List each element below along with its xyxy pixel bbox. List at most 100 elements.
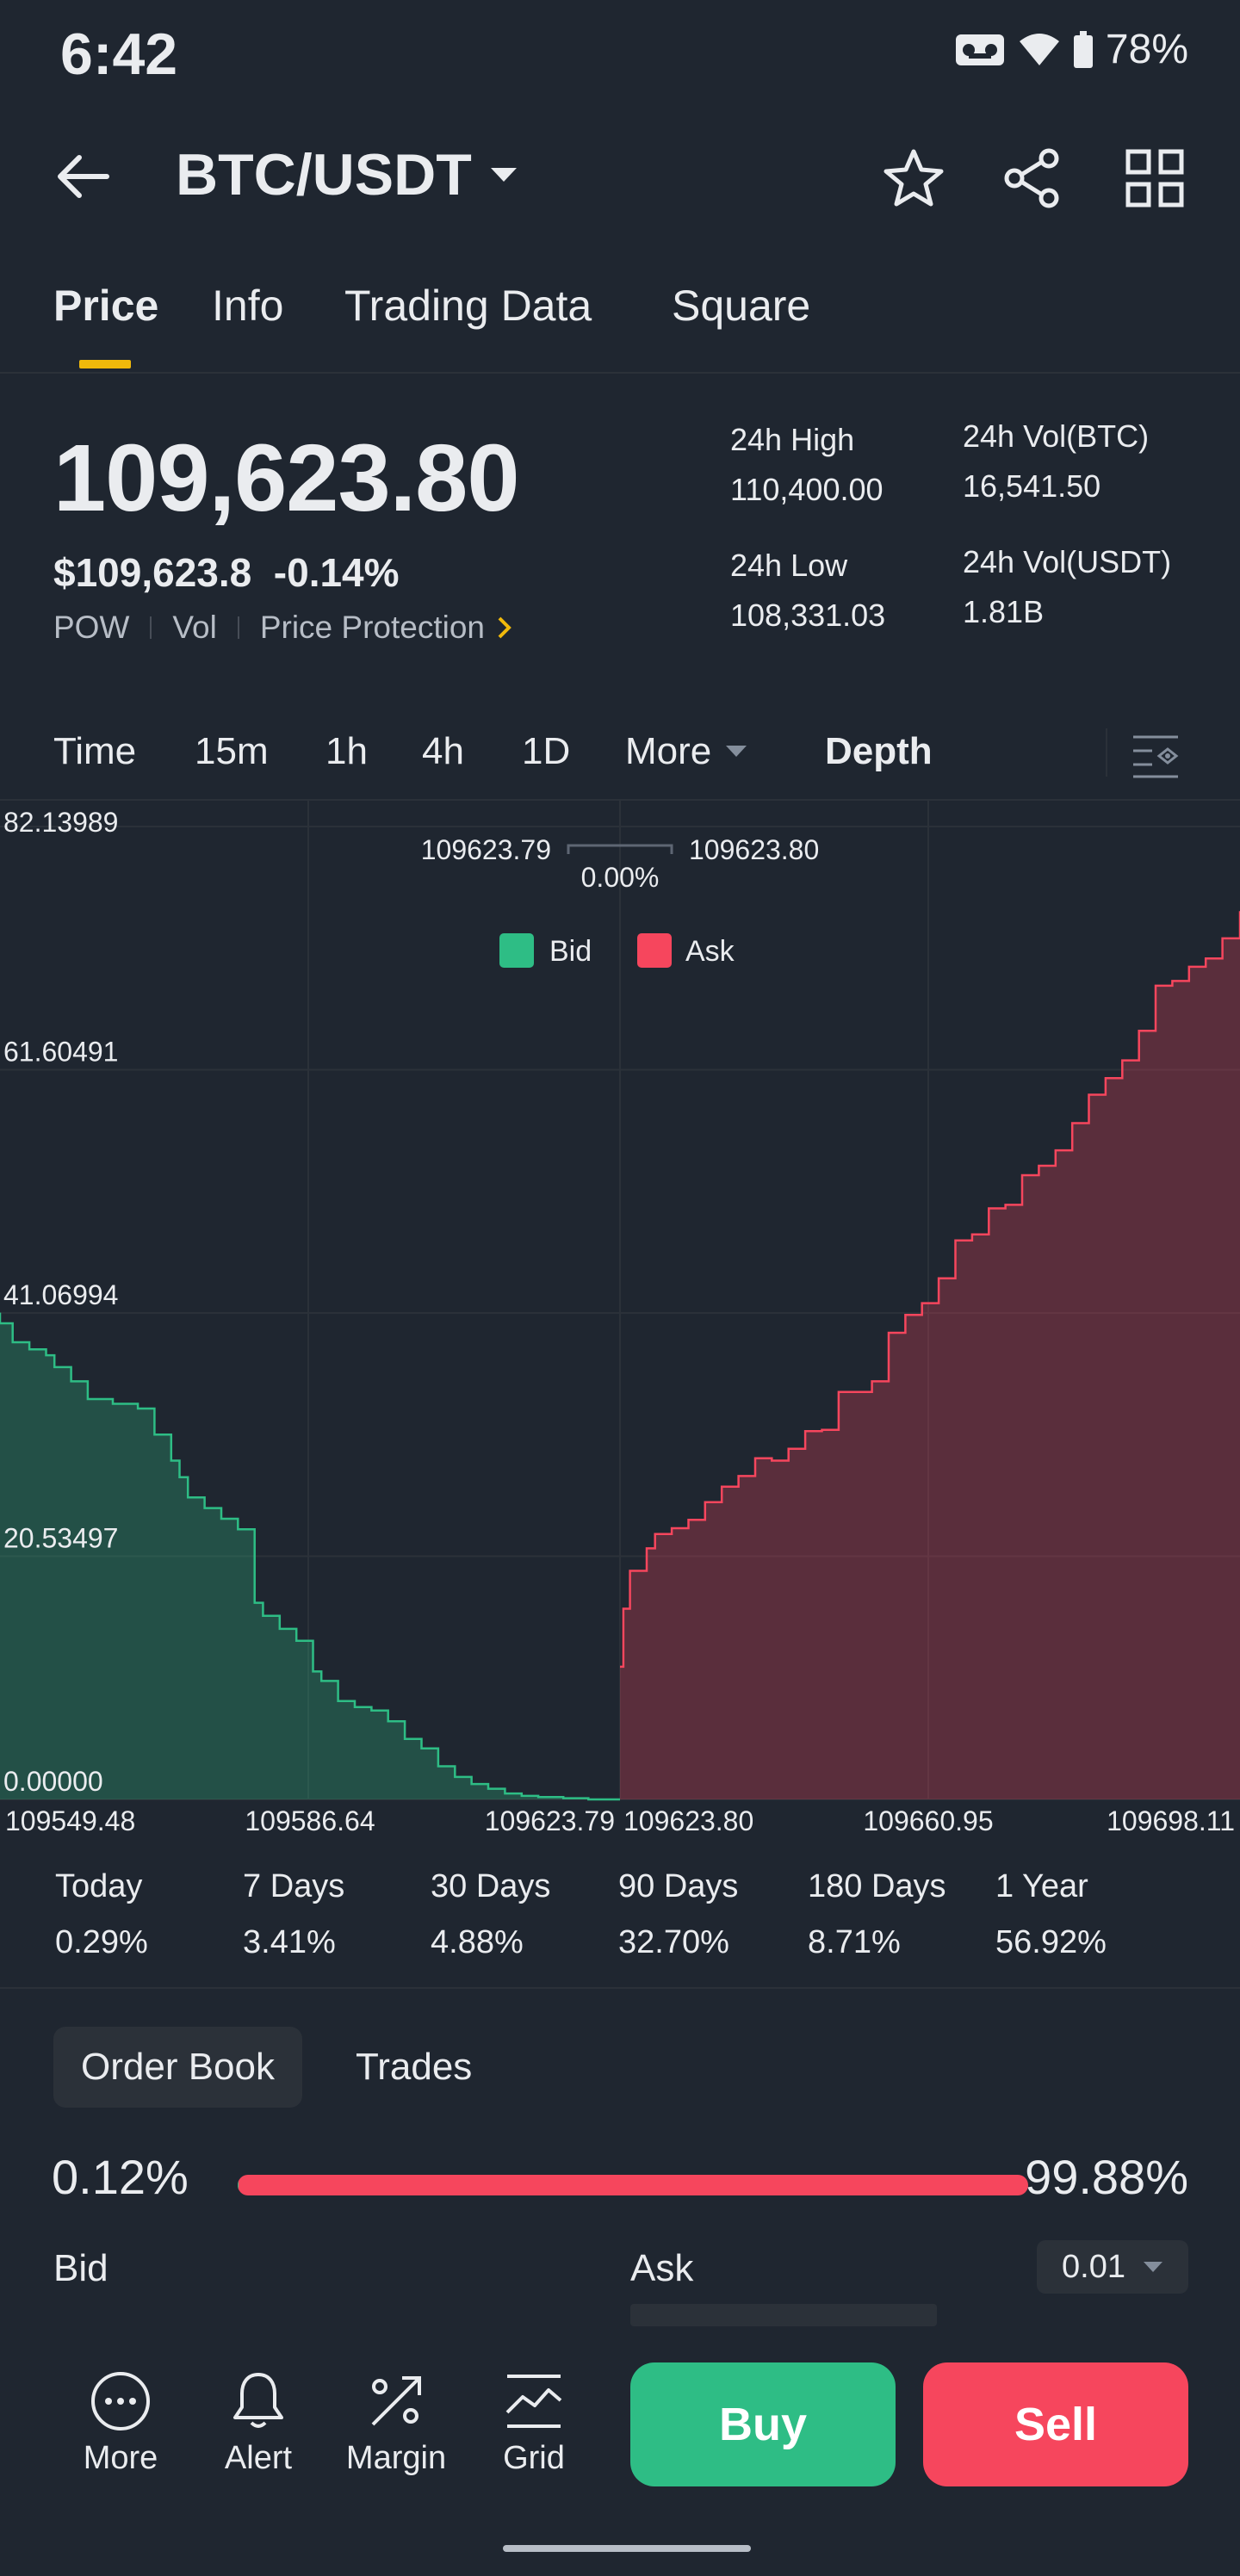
low-value: 108,331.03 bbox=[730, 598, 886, 633]
tag-price-protection[interactable]: Price Protection bbox=[260, 610, 512, 646]
low-label: 24h Low bbox=[730, 548, 848, 583]
bid-line bbox=[0, 1312, 620, 1801]
usd-price: $109,623.8 bbox=[53, 550, 252, 595]
perf-30-days: 30 Days 4.88% bbox=[431, 1868, 550, 1961]
perf-label: Today bbox=[55, 1868, 143, 1904]
perf-value: 4.88% bbox=[431, 1924, 524, 1960]
tab-price[interactable]: Price bbox=[53, 282, 159, 330]
perf-value: 32.70% bbox=[618, 1924, 729, 1960]
legend-ask-label: Ask bbox=[685, 935, 735, 968]
bid-column-header: Bid bbox=[53, 2247, 108, 2289]
perf-value: 8.71% bbox=[808, 1924, 901, 1960]
vol-btc-value: 16,541.50 bbox=[963, 468, 1101, 504]
interval-1d[interactable]: 1D bbox=[522, 730, 571, 772]
mid-ask-price: 109623.80 bbox=[689, 834, 819, 865]
perf-label: 1 Year bbox=[995, 1868, 1088, 1904]
depth-tab[interactable]: Depth bbox=[825, 730, 933, 772]
caret-down-icon bbox=[490, 168, 517, 182]
depth-chart[interactable]: 82.13989 61.60491 41.06994 20.53497 0.00000 1… bbox=[0, 801, 1240, 1834]
tab-square[interactable]: Square bbox=[672, 282, 811, 330]
active-tab-indicator bbox=[79, 360, 131, 368]
y-tick-label: 41.06994 bbox=[3, 1279, 118, 1310]
chart-settings-icon bbox=[1133, 735, 1179, 778]
status-icons: 78% bbox=[954, 26, 1188, 73]
interval-15m[interactable]: 15m bbox=[195, 730, 269, 772]
grid-apps-icon bbox=[1125, 149, 1184, 207]
sell-button[interactable]: Sell bbox=[923, 2362, 1188, 2486]
x-tick-label: 109623.79 bbox=[485, 1805, 615, 1834]
spread-percent: 0.00% bbox=[581, 862, 660, 893]
share-button[interactable] bbox=[1001, 146, 1064, 210]
interval-1h[interactable]: 1h bbox=[326, 730, 368, 772]
grid-button[interactable]: Grid bbox=[474, 2368, 594, 2477]
bid-percent: 0.12% bbox=[52, 2150, 189, 2204]
interval-time[interactable]: Time bbox=[53, 730, 137, 772]
more-dots-icon bbox=[91, 2372, 150, 2430]
usd-price-change: $109,623.8 -0.14% bbox=[53, 549, 400, 596]
perf-label: 180 Days bbox=[808, 1868, 946, 1904]
perf-7-days: 7 Days 3.41% bbox=[243, 1868, 344, 1961]
legend-bid-label: Bid bbox=[549, 935, 592, 968]
last-price: 109,623.80 bbox=[53, 425, 520, 531]
apps-button[interactable] bbox=[1123, 146, 1187, 210]
vol-usdt-value: 1.81B bbox=[963, 594, 1045, 629]
perf-today: Today 0.29% bbox=[55, 1868, 148, 1961]
high-value: 110,400.00 bbox=[730, 472, 884, 507]
tab-trading-data[interactable]: Trading Data bbox=[344, 282, 592, 330]
margin-button[interactable]: Margin bbox=[336, 2368, 456, 2477]
order-book-tabs: Order Book Trades bbox=[53, 2027, 499, 2108]
tab-order-book[interactable]: Order Book bbox=[53, 2027, 302, 2108]
interval-4h[interactable]: 4h bbox=[422, 730, 464, 772]
wifi-icon bbox=[1019, 33, 1059, 65]
chart-settings-button[interactable] bbox=[1130, 727, 1183, 784]
mid-bid-price: 109623.79 bbox=[421, 834, 551, 865]
voicemail-icon bbox=[955, 34, 1004, 65]
tag-pow[interactable]: POW bbox=[53, 610, 130, 645]
bid-ask-ratio: 0.12% 99.88% bbox=[52, 2144, 1188, 2213]
favorite-button[interactable] bbox=[882, 146, 946, 210]
caret-down-icon bbox=[726, 746, 747, 757]
perf-label: 90 Days bbox=[618, 1868, 739, 1904]
arrow-left-icon bbox=[58, 155, 109, 198]
x-tick-label: 109623.80 bbox=[623, 1805, 753, 1834]
grid-bot-icon bbox=[505, 2375, 562, 2428]
margin-label: Margin bbox=[345, 2440, 447, 2476]
legend-bid-swatch bbox=[499, 933, 534, 968]
back-button[interactable] bbox=[53, 146, 114, 207]
share-icon bbox=[1004, 148, 1059, 208]
perf-90-days: 90 Days 32.70% bbox=[618, 1868, 738, 1961]
depth-chart-svg: 82.13989 61.60491 41.06994 20.53497 0.00000 1… bbox=[0, 801, 1240, 1834]
interval-more-label: More bbox=[625, 730, 712, 772]
pair-title: BTC/USDT bbox=[176, 142, 472, 207]
tab-trades[interactable]: Trades bbox=[355, 2046, 473, 2088]
ask-area bbox=[620, 911, 1240, 1799]
more-button[interactable]: More bbox=[60, 2368, 181, 2477]
y-tick-label: 0.00000 bbox=[3, 1766, 103, 1797]
more-label: More bbox=[83, 2440, 158, 2476]
alert-button[interactable]: Alert bbox=[198, 2368, 319, 2477]
interval-more[interactable]: More bbox=[625, 730, 747, 773]
tab-info[interactable]: Info bbox=[212, 282, 284, 330]
loading-placeholder bbox=[630, 2304, 937, 2326]
vol-btc-label: 24h Vol(BTC) bbox=[963, 418, 1150, 454]
bid-area bbox=[0, 1312, 620, 1799]
tag-vol[interactable]: Vol bbox=[172, 610, 217, 645]
ratio-bar bbox=[238, 2175, 1028, 2195]
battery-icon bbox=[1073, 30, 1093, 68]
grid-label: Grid bbox=[503, 2440, 565, 2476]
pair-selector[interactable]: BTC/USDT bbox=[176, 141, 518, 208]
precision-select[interactable]: 0.01 bbox=[1037, 2240, 1188, 2294]
spread-bracket bbox=[567, 844, 673, 854]
ask-line bbox=[620, 911, 1240, 1669]
alert-label: Alert bbox=[224, 2440, 293, 2476]
tag-row: POW Vol Price Protection bbox=[53, 610, 512, 646]
perf-label: 30 Days bbox=[431, 1868, 551, 1904]
buy-button[interactable]: Buy bbox=[630, 2362, 896, 2486]
home-indicator[interactable] bbox=[503, 2545, 751, 2552]
precision-value: 0.01 bbox=[1062, 2248, 1125, 2285]
caret-down-icon bbox=[1143, 2262, 1162, 2272]
high-label: 24h High bbox=[730, 422, 855, 457]
star-icon bbox=[884, 149, 944, 207]
legend-ask-swatch bbox=[637, 933, 672, 968]
status-time: 6:42 bbox=[60, 22, 178, 87]
